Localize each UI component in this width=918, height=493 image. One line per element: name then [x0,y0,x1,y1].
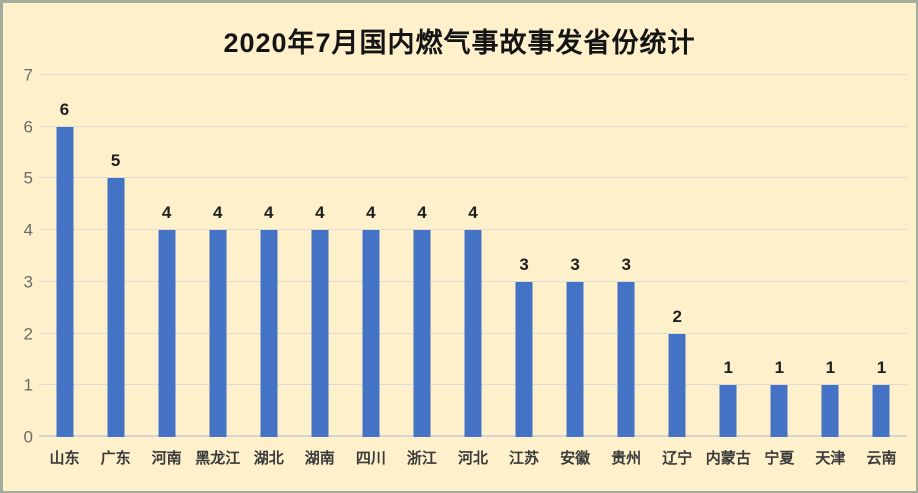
bar [515,281,533,437]
bar-slot: 2 [652,75,703,437]
x-axis-label: 山东 [49,450,80,467]
x-axis-label: 安徽 [560,450,591,467]
y-tick-label: 3 [23,272,33,292]
bar [668,333,686,437]
bar [770,385,788,437]
x-axis: 山东 广东 河南 黑龙江 湖北 湖南 四川 浙江 河北 江苏 安徽 贵州 辽宁 内蒙古 宁夏 天津 云南 [39,447,907,471]
x-axis-label: 湖北 [253,450,284,467]
gridline [39,125,907,127]
x-axis-label: 河南 [151,450,182,467]
y-tick-label: 0 [23,427,33,447]
bar-slot: 4 [345,75,396,437]
bar-slot: 1 [754,75,805,437]
bar [260,230,278,437]
bar-value-label: 4 [315,203,325,223]
bar-value-label: 4 [212,203,223,223]
bar [617,281,635,437]
bar-value-label: 6 [59,99,70,119]
x-axis-label: 江苏 [509,450,540,467]
bar-series: 6 5 4 4 4 4 4 4 4 3 3 3 2 1 1 1 1 [39,75,907,437]
y-tick-label: 2 [23,324,33,344]
bar-slot: 3 [601,75,652,437]
bar-slot: 4 [396,75,447,437]
bar-value-label: 4 [468,203,478,223]
y-tick-label: 7 [23,65,33,85]
y-tick-label: 4 [23,220,33,240]
bar-slot: 1 [805,75,856,437]
bar-value-label: 1 [825,358,836,378]
bar-value-label: 1 [774,358,785,378]
x-axis-label: 浙江 [406,450,437,467]
bar [362,230,380,437]
x-axis-label: 天津 [815,450,846,467]
plot-area: 6 5 4 4 4 4 4 4 4 3 3 3 2 1 1 1 1 [39,74,907,437]
y-tick-label: 5 [23,168,33,188]
x-axis-label: 河北 [457,450,488,467]
bar-slot: 5 [90,75,141,437]
bar [821,385,839,437]
bar [311,230,329,437]
x-axis-label: 黑龙江 [195,450,241,467]
bar-value-label: 2 [672,306,682,326]
gridline [39,177,907,179]
bar-value-label: 3 [519,254,529,274]
bar-slot: 6 [39,75,90,437]
y-tick-label: 1 [23,375,33,395]
gridline [39,229,907,231]
x-axis-label: 湖南 [304,450,335,467]
bar-value-label: 4 [161,203,172,223]
bar-slot: 3 [550,75,601,437]
bar [56,126,74,437]
bar-value-label: 3 [621,254,631,274]
chart-title: 2020年7月国内燃气事故事发省份统计 [223,28,696,58]
bar-slot: 4 [243,75,294,437]
bar-value-label: 4 [417,203,427,223]
bar [464,230,482,437]
x-axis-label: 四川 [355,450,386,467]
bar [872,385,890,437]
x-axis-label: 内蒙古 [705,450,751,467]
bar [158,230,176,437]
bar-slot: 1 [703,75,754,437]
bar-slot: 4 [294,75,345,437]
bar [209,230,227,437]
bar-slot: 3 [499,75,550,437]
bar-slot: 4 [141,75,192,437]
bar-value-label: 4 [366,203,376,223]
bar [566,281,584,437]
gridline [39,74,907,75]
bar-value-label: 5 [110,151,121,171]
x-axis-label: 云南 [866,450,897,467]
bar-slot: 4 [447,75,498,437]
y-axis: 0 1 2 3 4 5 6 7 [7,67,33,446]
bar-slot: 1 [856,75,907,437]
bar [413,230,431,437]
bar-slot: 4 [192,75,243,437]
bar-value-label: 4 [264,203,274,223]
bar [719,385,737,437]
x-axis-label: 辽宁 [662,450,693,467]
y-tick-label: 6 [23,117,33,137]
bar-value-label: 3 [570,254,580,274]
x-axis-label: 广东 [100,450,131,467]
x-axis-label: 贵州 [611,450,642,467]
bar-value-label: 1 [876,358,887,378]
x-axis-label: 宁夏 [764,450,795,467]
bar [107,178,125,437]
bar-value-label: 1 [723,358,734,378]
